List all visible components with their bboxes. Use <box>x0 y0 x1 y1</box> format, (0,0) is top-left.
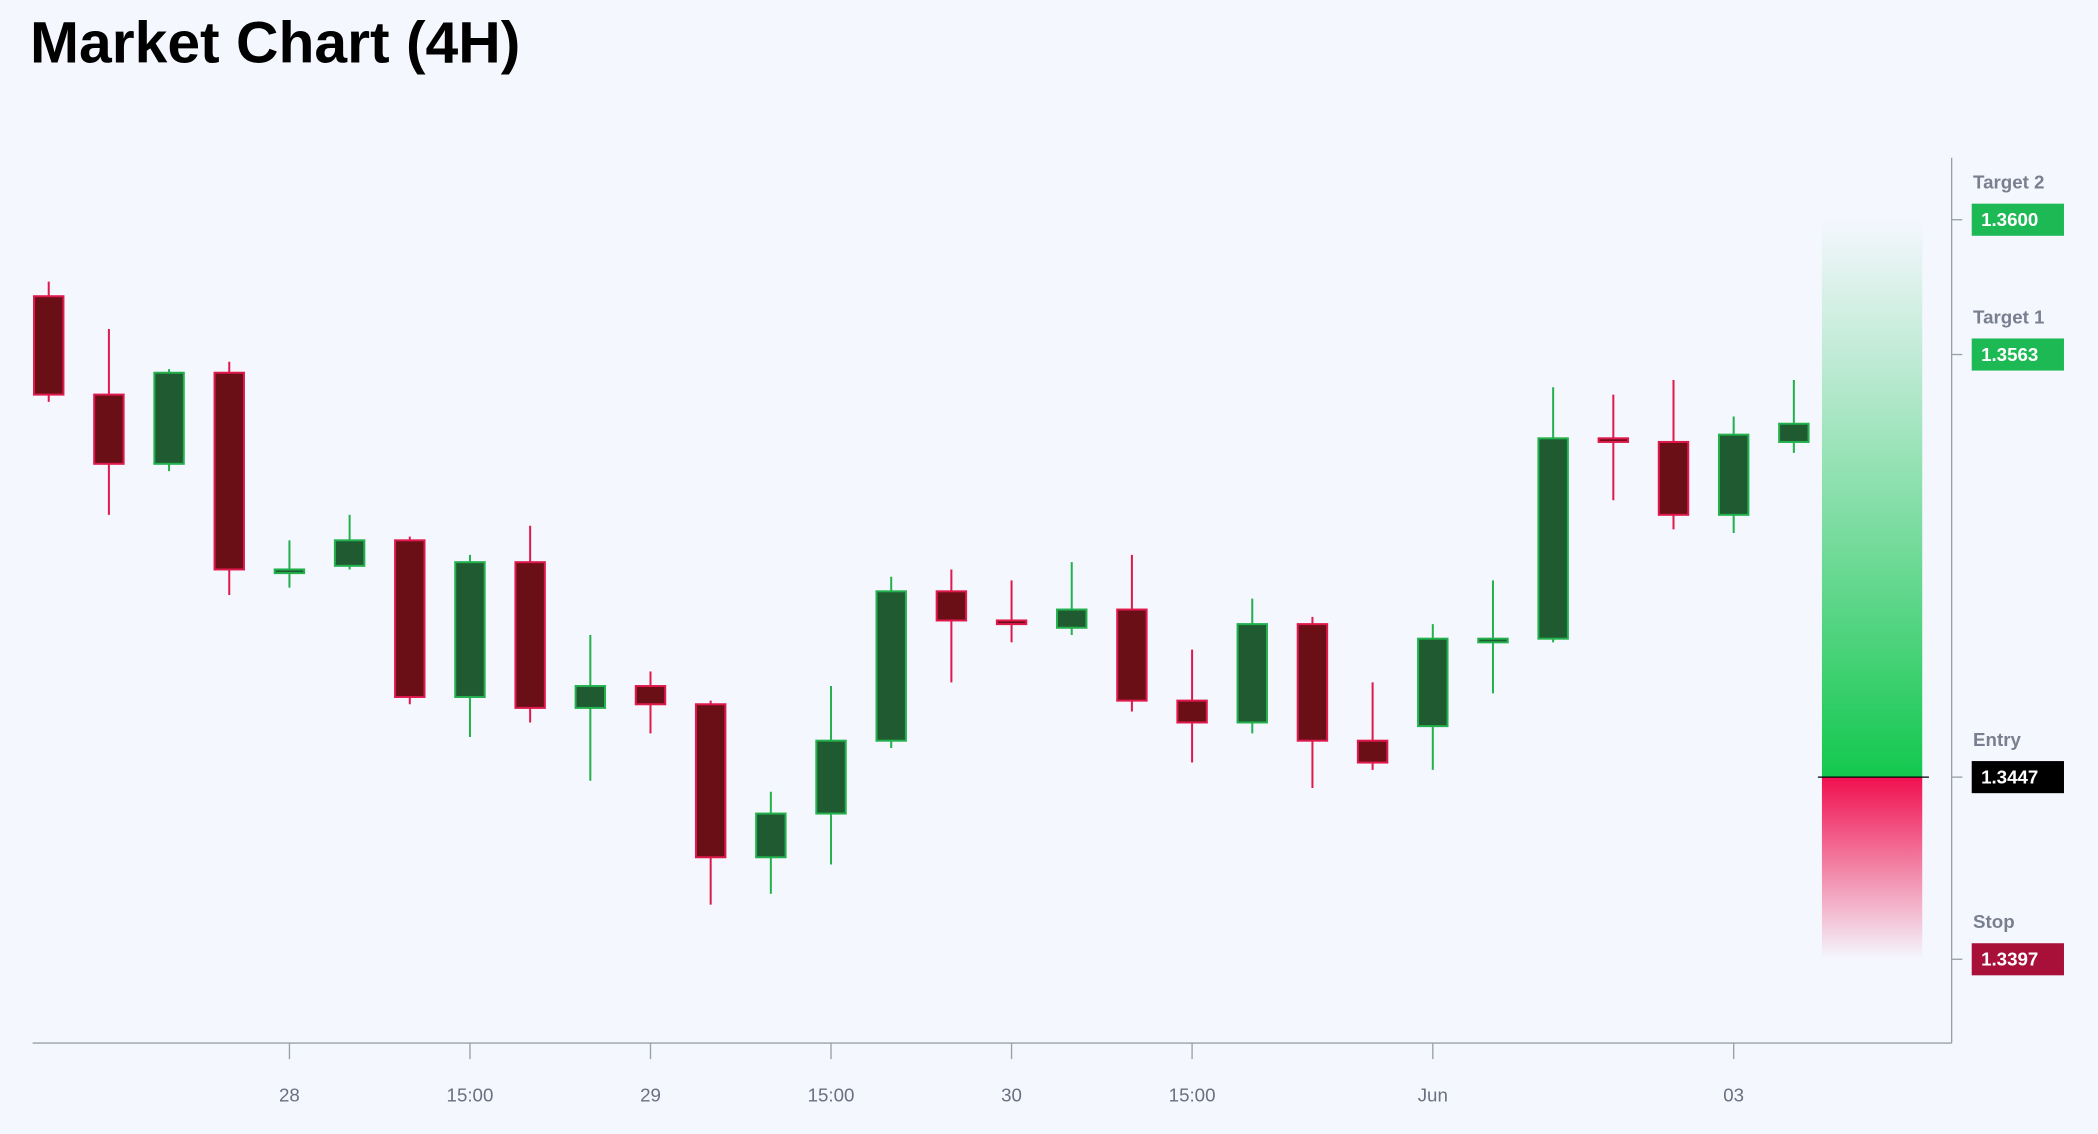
level-name: Entry <box>1973 729 2021 750</box>
candle-body <box>574 685 607 709</box>
level-box <box>1971 203 2064 236</box>
risk-zone <box>1821 777 1923 960</box>
candle-body <box>1477 637 1509 644</box>
x-tick-label: 15:00 <box>808 1084 855 1105</box>
level-box <box>1971 761 2064 794</box>
candle-body <box>1356 739 1389 764</box>
candle-body <box>394 539 426 698</box>
candle-body <box>935 590 968 622</box>
candle-body <box>1417 637 1449 728</box>
x-tick-label: 15:00 <box>1169 1084 1216 1105</box>
candle-body <box>273 568 306 575</box>
candle-body <box>93 393 125 465</box>
candle-body <box>514 561 546 709</box>
candle-body <box>153 371 185 465</box>
level-name: Stop <box>1973 911 2015 932</box>
candle-body <box>875 590 907 742</box>
level-name: Target 1 <box>1973 306 2044 327</box>
candle-body <box>1657 440 1690 516</box>
candle-body <box>1537 437 1569 640</box>
candle-body <box>33 295 65 396</box>
candle-body <box>1116 608 1148 702</box>
candle-body <box>1296 623 1329 742</box>
level-box <box>1971 338 2064 371</box>
candle-body <box>1236 623 1268 724</box>
level-box <box>1971 943 2064 976</box>
x-tick-label: 03 <box>1723 1084 1744 1105</box>
x-tick-label: 28 <box>279 1084 300 1105</box>
candle-body <box>694 703 727 859</box>
chart-title: Market Chart (4H) <box>30 10 520 75</box>
candle-body <box>1597 437 1630 443</box>
level-label: 1.3447 <box>1981 766 2038 787</box>
level-label: 1.3600 <box>1981 209 2038 230</box>
level-name: Target 2 <box>1973 172 2044 193</box>
x-tick-label: 30 <box>1001 1084 1022 1105</box>
x-tick-label: 29 <box>640 1084 661 1105</box>
candle-body <box>333 539 366 567</box>
candle-body <box>1176 699 1208 724</box>
candle-body <box>634 685 667 706</box>
candle-body <box>213 371 245 571</box>
level-label: 1.3563 <box>1981 344 2038 365</box>
level-label: 1.3397 <box>1981 949 2038 970</box>
candle-body <box>454 561 486 698</box>
candle-body <box>1778 422 1810 443</box>
candle-body <box>1717 433 1750 516</box>
x-tick-label: 15:00 <box>447 1084 494 1105</box>
candle-body <box>755 812 787 859</box>
x-tick-label: Jun <box>1418 1084 1448 1105</box>
candle-body <box>1056 608 1088 629</box>
candle-body <box>995 619 1028 626</box>
candle-body <box>815 739 847 815</box>
reward-zone <box>1821 219 1923 778</box>
